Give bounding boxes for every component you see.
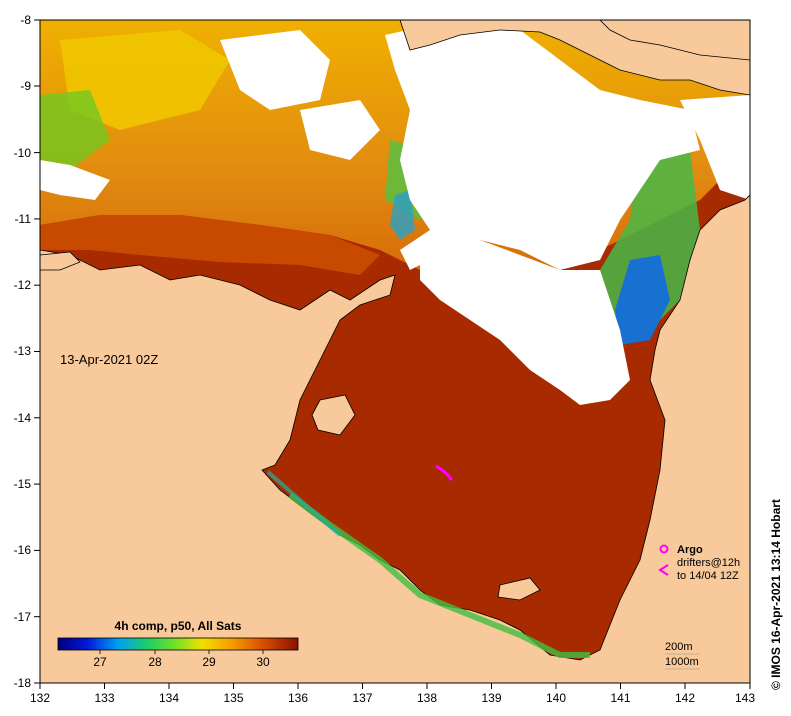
y-tick-label: -15 xyxy=(14,477,32,491)
drifter-arrow-icon xyxy=(658,564,669,576)
orange-band xyxy=(40,215,380,275)
y-tick-label: -17 xyxy=(14,610,32,624)
drifters-to-label: to 14/04 12Z xyxy=(677,570,739,582)
colorbar-tick: 28 xyxy=(148,655,162,669)
x-tick-label: 134 xyxy=(159,691,179,705)
y-tick-label: -13 xyxy=(14,344,32,358)
cloud-cover-main xyxy=(385,25,700,270)
y-tick-label: -11 xyxy=(15,212,32,226)
colorbar-tick: 27 xyxy=(93,655,107,669)
drifter-legend: Argo drifters@12h to 14/04 12Z xyxy=(658,544,740,582)
blue-patch-east xyxy=(615,255,670,345)
coast-green-rim xyxy=(288,492,590,658)
date-label: 13-Apr-2021 02Z xyxy=(60,352,158,367)
y-tick-label: -16 xyxy=(14,543,32,557)
land-mornington xyxy=(497,577,541,601)
cyan-patch xyxy=(390,190,415,240)
colorbar-ramp xyxy=(57,637,299,651)
depth-legend: 200m 1000m xyxy=(665,641,700,670)
cloud-cover-n xyxy=(300,100,380,160)
x-tick-label: 132 xyxy=(30,691,50,705)
colorbar-tick: 30 xyxy=(256,655,270,669)
coast-cyan-rim xyxy=(266,470,342,537)
land-melville xyxy=(40,251,81,271)
x-tick-label: 142 xyxy=(675,691,695,705)
credit-label: © IMOS 16-Apr-2021 13:14 Hobart xyxy=(769,499,783,690)
depth-1000m-label: 1000m xyxy=(665,656,699,668)
drifter-track xyxy=(435,464,454,482)
x-tick-label: 140 xyxy=(546,691,566,705)
depth-200m-label: 200m xyxy=(665,641,693,653)
yellow-patch xyxy=(60,30,230,130)
cloud-cover-w xyxy=(40,160,110,200)
colorbar-tick: 29 xyxy=(202,655,216,669)
x-tick-label: 133 xyxy=(94,691,114,705)
land-groote xyxy=(311,394,356,436)
x-tick-label: 135 xyxy=(223,691,243,705)
argo-label: Argo xyxy=(677,544,703,556)
argo-marker-icon xyxy=(659,544,669,554)
y-tick-label: -18 xyxy=(14,676,32,690)
x-tick-label: 139 xyxy=(481,691,501,705)
x-tick-label: 143 xyxy=(735,691,755,705)
x-tick-label: 138 xyxy=(417,691,437,705)
y-tick-label: -9 xyxy=(20,79,31,93)
x-tick-label: 137 xyxy=(352,691,372,705)
green-patch-nw xyxy=(40,90,110,170)
x-tick-label: 136 xyxy=(288,691,308,705)
x-tick-labels: 132 133 134 135 136 137 138 139 140 141 … xyxy=(30,691,755,705)
y-tick-label: -8 xyxy=(20,13,31,27)
cloud-cover-gulf xyxy=(420,240,630,405)
x-tick-label: 141 xyxy=(610,691,630,705)
y-tick-labels: -8 -9 -10 -11 -12 -13 -14 -15 -16 -17 -1… xyxy=(14,13,32,690)
x-tick-marks xyxy=(39,683,751,689)
y-tick-label: -12 xyxy=(14,278,32,292)
land-png xyxy=(599,20,750,61)
drifters-label: drifters@12h xyxy=(677,557,740,569)
y-tick-label: -10 xyxy=(14,146,32,160)
colorbar-title: 4h comp, p50, All Sats xyxy=(115,619,242,633)
cloud-cover-e xyxy=(680,95,750,200)
cloud-cover-nw xyxy=(220,30,330,110)
y-tick-label: -14 xyxy=(14,411,32,425)
colorbar: 4h comp, p50, All Sats 27 28 29 30 xyxy=(57,619,299,669)
y-tick-marks xyxy=(34,19,40,684)
